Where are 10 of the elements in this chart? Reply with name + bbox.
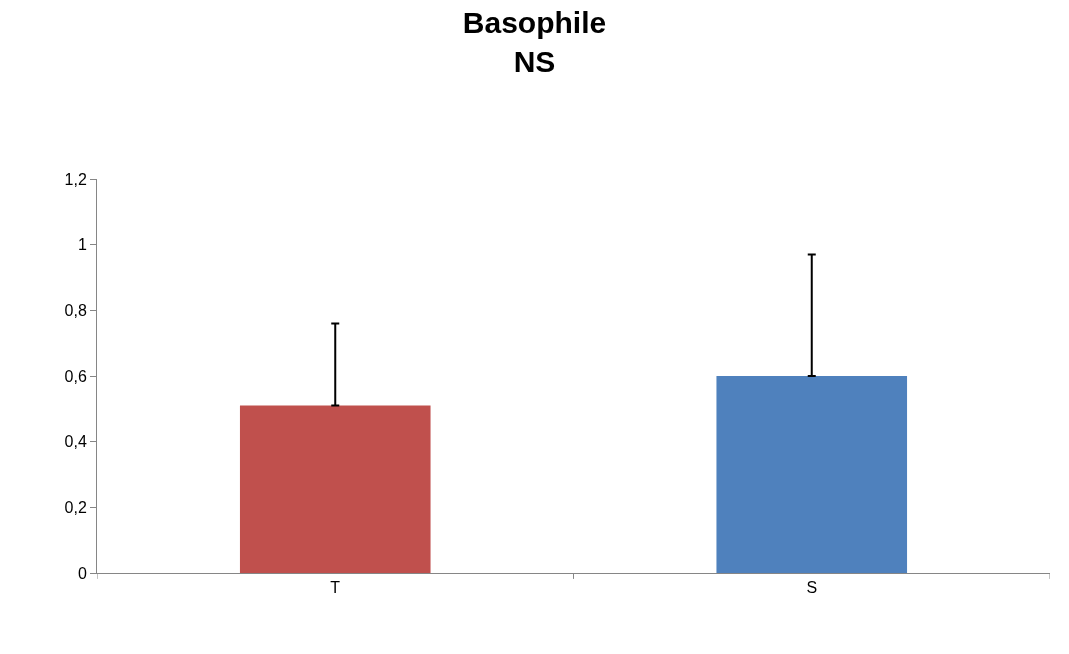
y-tick-label: 0,4	[64, 433, 87, 451]
x-tick-label: T	[330, 579, 341, 597]
y-tick-label: 0,8	[64, 301, 87, 319]
y-tick-label: 1,2	[64, 170, 87, 188]
y-tick-label: 0,6	[64, 367, 87, 385]
y-tick-label: 1	[77, 236, 87, 254]
chart-title: Basophile NS	[462, 5, 607, 78]
x-tick-label: S	[806, 579, 818, 597]
y-tick-label: 0	[77, 564, 87, 582]
y-tick-label: 0,2	[64, 498, 87, 516]
